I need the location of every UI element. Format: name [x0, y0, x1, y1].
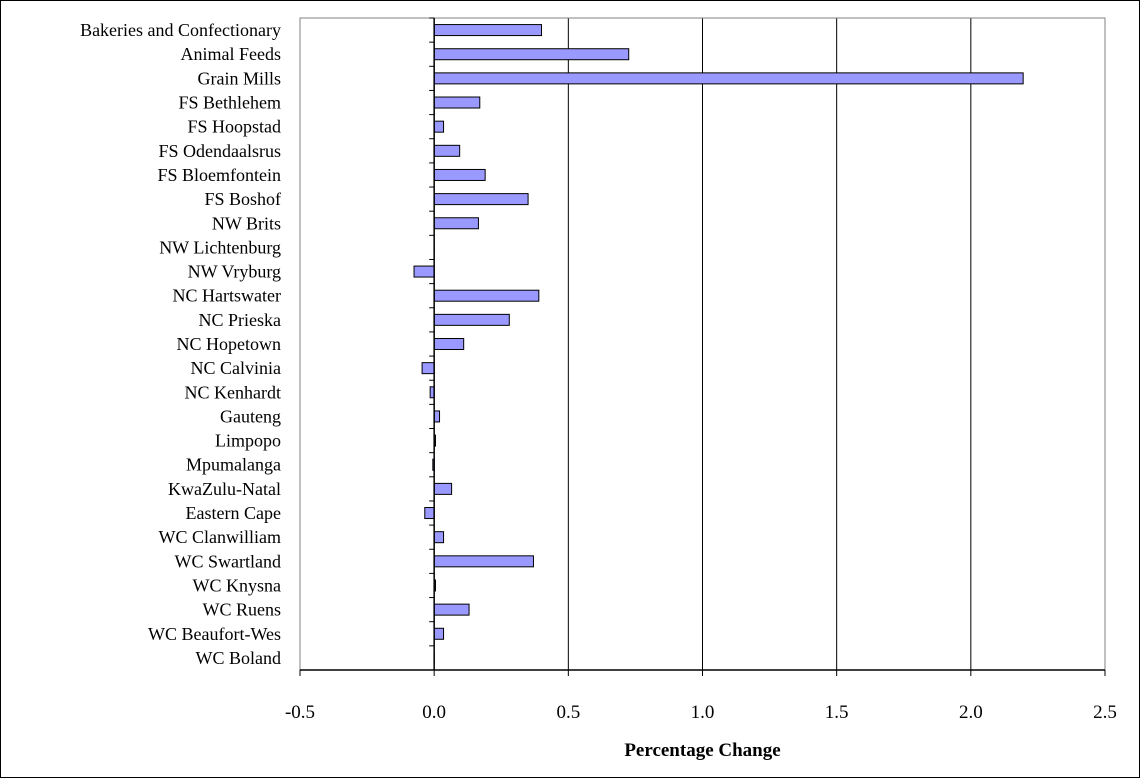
y-axis: [429, 17, 435, 671]
category-label: Gauteng: [220, 406, 281, 426]
bar: [433, 193, 529, 206]
x-tick-label: 0.0: [422, 702, 446, 723]
category-label: WC Boland: [196, 648, 282, 668]
bar: [433, 627, 445, 640]
bar: [433, 313, 510, 326]
bar: [433, 603, 470, 616]
bar: [433, 72, 1024, 85]
category-label: NW Brits: [212, 213, 281, 233]
category-label: FS Odendaalsrus: [159, 141, 282, 161]
category-label: FS Bethlehem: [179, 93, 282, 113]
category-label: NC Calvinia: [191, 358, 282, 378]
bar: [413, 265, 435, 278]
category-label: NC Hartswater: [173, 286, 281, 306]
bar: [433, 24, 542, 37]
x-tick-label: 1.5: [825, 702, 849, 723]
bar: [433, 120, 445, 133]
bars: [413, 24, 1024, 664]
category-label: WC Swartland: [175, 551, 281, 571]
category-label: WC Beaufort-Wes: [148, 624, 281, 644]
category-label: NW Lichtenburg: [159, 237, 281, 257]
category-label: Animal Feeds: [181, 44, 282, 64]
x-tick-label: 2.0: [959, 702, 983, 723]
category-label: FS Hoopstad: [187, 117, 281, 137]
bar: [433, 410, 441, 423]
bar: [433, 217, 479, 230]
category-label: Bakeries and Confectionary: [80, 20, 281, 40]
bar: [433, 338, 465, 350]
bar: [433, 555, 534, 568]
category-label: Mpumalanga: [186, 455, 281, 475]
x-tick-labels: -0.5 0.0 0.5 1.0 1.5 2.0 2.5: [285, 702, 1117, 723]
category-label: WC Clanwilliam: [159, 527, 281, 547]
bar: [433, 168, 486, 181]
category-label: WC Knysna: [193, 575, 282, 595]
category-label: FS Bloemfontein: [157, 165, 281, 185]
x-tick-label: 1.0: [691, 702, 715, 723]
bar: [433, 531, 445, 544]
bar: [433, 289, 540, 302]
category-label: NC Hopetown: [177, 334, 282, 354]
x-tick-label: 2.5: [1093, 702, 1117, 723]
x-axis: [299, 669, 1106, 676]
bar: [421, 362, 435, 375]
bar: [433, 48, 630, 61]
category-label: NC Prieska: [199, 310, 282, 330]
bar: [433, 482, 453, 495]
x-axis-title: Percentage Change: [624, 740, 780, 761]
category-label: KwaZulu-Natal: [168, 479, 281, 499]
category-label: FS Boshof: [204, 189, 281, 209]
bar: [433, 144, 461, 157]
category-label: NW Vryburg: [188, 262, 281, 282]
x-tick-label: -0.5: [285, 702, 315, 723]
bar: [424, 507, 435, 520]
category-label: Grain Mills: [198, 68, 282, 88]
category-label: NC Kenhardt: [185, 382, 281, 402]
category-label: Eastern Cape: [186, 503, 281, 523]
bar: [433, 96, 481, 109]
x-tick-label: 0.5: [556, 702, 580, 723]
gridlines: [567, 18, 972, 670]
category-label: WC Ruens: [203, 600, 282, 620]
category-label: Limpopo: [215, 431, 281, 451]
category-labels: Bakeries and Confectionary Animal Feeds Gr…: [80, 20, 281, 668]
